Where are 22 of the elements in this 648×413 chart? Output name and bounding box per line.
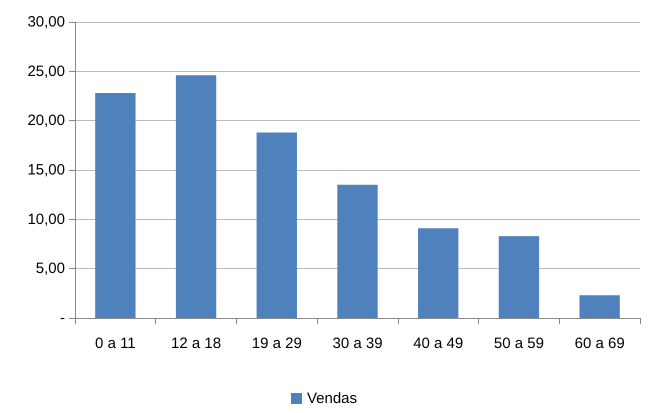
x-tick-label: 50 a 59: [494, 335, 544, 352]
y-tick-label: 20,00: [27, 112, 65, 130]
x-tick-label: 0 a 11: [95, 335, 136, 352]
x-tick-label: 12 a 18: [171, 335, 222, 352]
x-tick-label: 40 a 49: [413, 335, 464, 352]
y-tick-label: 25,00: [27, 62, 65, 80]
y-tick-label: 10,00: [27, 210, 65, 228]
y-tick-label: 15,00: [27, 162, 65, 178]
y-tick-label: 5,00: [36, 260, 65, 278]
legend-label: Vendas: [306, 390, 358, 407]
bar: [256, 132, 297, 318]
x-tick-label: 19 a 29: [252, 335, 302, 352]
bar: [337, 184, 378, 318]
bar: [418, 228, 458, 318]
x-tick-label: 60 a 69: [574, 335, 625, 352]
bar: [176, 75, 216, 318]
bar: [579, 295, 620, 318]
x-tick-label: 30 a 39: [332, 335, 383, 352]
bar: [498, 236, 540, 318]
y-tick-label: -: [60, 310, 65, 326]
y-tick-label: 30,00: [27, 14, 65, 30]
bar: [95, 93, 136, 318]
